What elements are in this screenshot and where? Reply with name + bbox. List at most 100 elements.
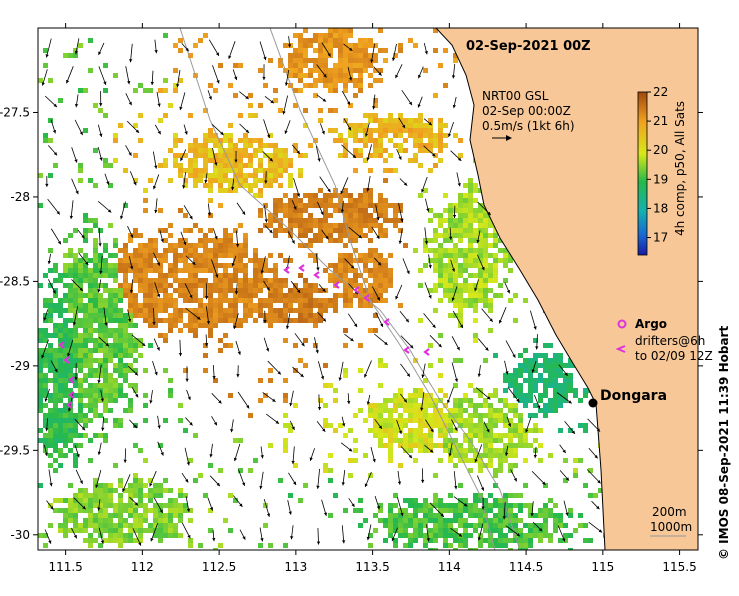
sst-cell: [98, 513, 103, 518]
sst-cell: [443, 413, 448, 418]
sst-cell: [173, 498, 178, 503]
sst-cell: [218, 248, 223, 253]
sst-cell: [398, 528, 403, 533]
sst-cell: [83, 498, 88, 503]
sst-cell: [268, 143, 273, 148]
sst-cell: [518, 423, 523, 428]
sst-cell: [103, 393, 108, 398]
sst-cell: [208, 228, 213, 233]
sst-cell: [423, 243, 428, 248]
sst-cell: [328, 48, 333, 53]
sst-cell: [358, 128, 363, 133]
sst-cell: [363, 113, 368, 118]
sst-cell: [523, 533, 528, 538]
sst-cell: [458, 138, 463, 143]
sst-cell: [273, 278, 278, 283]
sst-cell: [218, 148, 223, 153]
sst-cell: [388, 423, 393, 428]
lon-tick-label: 113: [284, 560, 307, 574]
sst-cell: [73, 273, 78, 278]
sst-cell: [458, 303, 463, 308]
sst-cell: [338, 63, 343, 68]
sst-cell: [328, 193, 333, 198]
sst-cell: [318, 198, 323, 203]
sst-cell: [493, 233, 498, 238]
sst-cell: [488, 438, 493, 443]
sst-cell: [118, 368, 123, 373]
sst-cell: [463, 518, 468, 523]
sst-cell: [463, 508, 468, 513]
sst-cell: [128, 513, 133, 518]
sst-cell: [133, 488, 138, 493]
sst-cell: [428, 133, 433, 138]
sst-cell: [533, 388, 538, 393]
sst-cell: [498, 413, 503, 418]
sst-cell: [48, 173, 53, 178]
sst-cell: [418, 518, 423, 523]
sst-cell: [113, 298, 118, 303]
sst-cell: [193, 278, 198, 283]
sst-cell: [378, 223, 383, 228]
sst-cell: [318, 233, 323, 238]
sst-cell: [73, 293, 78, 298]
sst-cell: [53, 378, 58, 383]
sst-cell: [538, 408, 543, 413]
sst-cell: [113, 138, 118, 143]
sst-cell: [523, 348, 528, 353]
sst-cell: [213, 248, 218, 253]
sst-cell: [78, 273, 83, 278]
sst-cell: [88, 283, 93, 288]
sst-cell: [298, 78, 303, 83]
sst-cell: [223, 133, 228, 138]
sst-cell: [48, 438, 53, 443]
sst-cell: [63, 378, 68, 383]
sst-cell: [543, 363, 548, 368]
sst-cell: [343, 203, 348, 208]
sst-cell: [178, 283, 183, 288]
sst-cell: [163, 513, 168, 518]
sst-cell: [98, 298, 103, 303]
sst-cell: [453, 398, 458, 403]
sst-cell: [363, 418, 368, 423]
sst-cell: [143, 268, 148, 273]
sst-cell: [163, 238, 168, 243]
sst-cell: [468, 283, 473, 288]
sst-cell: [453, 273, 458, 278]
sst-cell: [248, 278, 253, 283]
sst-cell: [378, 118, 383, 123]
sst-cell: [283, 203, 288, 208]
sst-cell: [203, 248, 208, 253]
sst-cell: [498, 458, 503, 463]
sst-cell: [108, 298, 113, 303]
sst-cell: [538, 428, 543, 433]
sst-cell: [333, 398, 338, 403]
sst-cell: [298, 313, 303, 318]
sst-cell: [513, 368, 518, 373]
sst-cell: [123, 368, 128, 373]
sst-cell: [328, 198, 333, 203]
sst-cell: [58, 418, 63, 423]
sst-cell: [203, 148, 208, 153]
sst-cell: [513, 383, 518, 388]
sst-cell: [438, 523, 443, 528]
sst-cell: [463, 298, 468, 303]
sst-cell: [453, 223, 458, 228]
sst-cell: [478, 418, 483, 423]
sst-cell: [408, 118, 413, 123]
sst-cell: [353, 123, 358, 128]
sst-cell: [313, 283, 318, 288]
sst-cell: [268, 368, 273, 373]
sst-cell: [68, 308, 73, 313]
sst-cell: [308, 303, 313, 308]
sst-cell: [133, 233, 138, 238]
sst-cell: [53, 413, 58, 418]
sst-cell: [123, 253, 128, 258]
sst-cell: [408, 543, 413, 548]
colorbar-tick-label: 18: [653, 201, 668, 215]
sst-cell: [398, 523, 403, 528]
sst-cell: [448, 248, 453, 253]
sst-cell: [443, 278, 448, 283]
sst-cell: [63, 453, 68, 458]
sst-cell: [263, 278, 268, 283]
sst-cell: [453, 533, 458, 538]
